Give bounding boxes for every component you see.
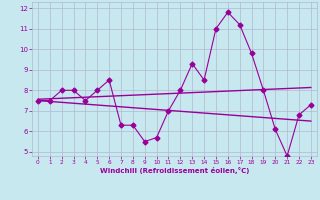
- X-axis label: Windchill (Refroidissement éolien,°C): Windchill (Refroidissement éolien,°C): [100, 167, 249, 174]
